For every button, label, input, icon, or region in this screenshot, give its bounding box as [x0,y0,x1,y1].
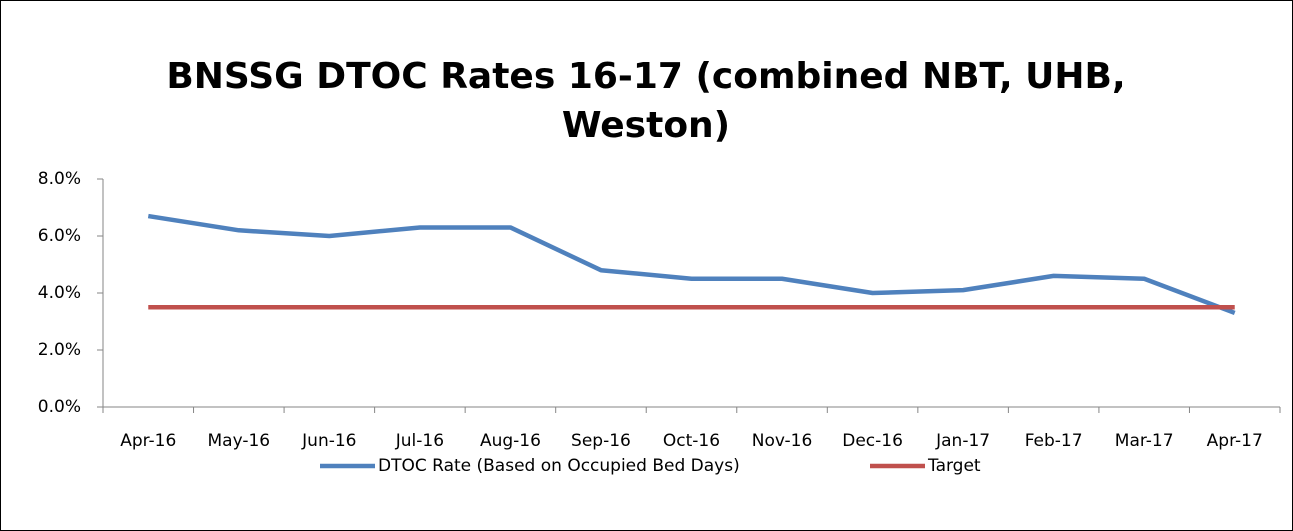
x-tick-label: Jul-16 [395,431,444,451]
y-tick-label: 8.0% [38,169,81,189]
x-tick-label: Oct-16 [663,431,720,451]
x-tick-label: Jan-17 [935,431,990,451]
title-line: BNSSG DTOC Rates 16-17 (combined NBT, UH… [166,56,1125,97]
chart-title: BNSSG DTOC Rates 16-17 (combined NBT, UH… [166,56,1125,146]
x-tick-label: Aug-16 [480,431,541,451]
data-line [147,213,1236,316]
x-tick-label: Mar-17 [1115,431,1174,451]
x-tick-label: Jun-16 [301,431,356,451]
x-tick-label: May-16 [207,431,270,451]
x-tick-label: Sep-16 [571,431,631,451]
y-tick-label: 0.0% [38,397,81,417]
x-tick-label: Apr-17 [1207,431,1263,451]
x-tick-label: Feb-17 [1025,431,1083,451]
x-tick-label: Nov-16 [752,431,813,451]
y-tick-label: 2.0% [38,340,81,360]
y-tick-label: 4.0% [38,283,81,303]
x-tick-label: Dec-16 [842,431,903,451]
legend-label: DTOC Rate (Based on Occupied Bed Days) [378,456,740,476]
title-line: Weston) [562,105,730,146]
legend-label: Target [927,456,981,476]
x-tick-label: Apr-16 [120,431,176,451]
y-tick-label: 6.0% [38,226,81,246]
